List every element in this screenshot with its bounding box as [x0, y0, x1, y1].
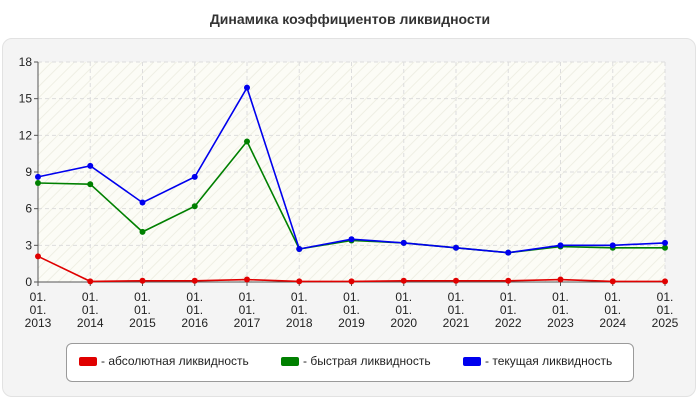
x-tick-label: 01. 01. 2013: [25, 290, 52, 330]
x-tick-label: 01. 01. 2024: [599, 290, 626, 330]
data-point: [609, 242, 616, 249]
x-tick-label: 01. 01. 2025: [652, 290, 679, 330]
data-point: [609, 278, 616, 285]
x-tick-label: 01. 01. 2016: [181, 290, 208, 330]
legend-label-quick: - быстрая ликвидность: [303, 354, 431, 368]
legend-label-absolute: - абсолютная ликвидность: [101, 354, 249, 368]
data-point: [87, 162, 94, 169]
y-tick-label: 9: [25, 165, 32, 179]
data-point: [400, 277, 407, 284]
data-point: [244, 276, 250, 283]
data-point: [191, 203, 198, 210]
data-point: [453, 277, 459, 284]
y-tick-label: 18: [19, 55, 33, 69]
x-tick-label: 01. 01. 2017: [234, 290, 261, 330]
data-point: [191, 173, 198, 180]
data-point: [139, 228, 146, 235]
legend-item-quick: - быстрая ликвидность: [281, 354, 431, 368]
data-point: [662, 244, 668, 251]
legend-label-current: - текущая ликвидность: [485, 354, 613, 368]
y-tick-label: 3: [25, 238, 32, 252]
x-tick-label: 01. 01. 2020: [390, 290, 417, 330]
data-point: [453, 244, 459, 251]
chart-legend: - абсолютная ликвидность - быстрая ликви…: [66, 343, 634, 382]
x-tick-label: 01. 01. 2018: [286, 290, 313, 330]
y-tick-label: 15: [19, 92, 33, 106]
data-point: [35, 253, 41, 260]
data-point: [505, 249, 512, 256]
x-tick-label: 01. 01. 2015: [129, 290, 156, 330]
data-point: [557, 276, 564, 283]
x-tick-label: 01. 01. 2022: [495, 290, 522, 330]
data-point: [87, 278, 94, 285]
data-point: [139, 199, 146, 206]
data-point: [35, 173, 41, 180]
data-point: [557, 242, 564, 249]
data-point: [662, 278, 668, 285]
legend-item-absolute: - абсолютная ликвидность: [79, 354, 249, 368]
x-tick-label: 01. 01. 2021: [443, 290, 470, 330]
data-point: [139, 277, 146, 284]
data-point: [244, 84, 250, 91]
legend-swatch-absolute: [79, 357, 97, 367]
y-tick-label: 0: [25, 275, 32, 289]
legend-swatch-current: [463, 357, 481, 367]
data-point: [296, 246, 303, 252]
series-lines: [35, 84, 668, 285]
data-point: [87, 181, 94, 188]
data-point: [348, 278, 355, 285]
x-tick-label: 01. 01. 2023: [547, 290, 574, 330]
data-point: [348, 236, 355, 243]
chart-title: Динамика коэффициентов ликвидности: [209, 11, 491, 27]
data-point: [244, 138, 250, 145]
data-point: [35, 180, 41, 186]
x-tick-label: 01. 01. 2019: [338, 290, 365, 330]
data-point: [191, 277, 198, 284]
y-tick-label: 12: [19, 128, 33, 142]
data-point: [400, 239, 407, 246]
x-tick-label: 01. 01. 2014: [77, 290, 104, 330]
data-point: [296, 278, 303, 285]
y-tick-label: 6: [25, 202, 32, 216]
legend-swatch-quick: [281, 357, 299, 367]
legend-item-current: - текущая ликвидность: [463, 354, 612, 368]
data-point: [662, 239, 668, 246]
data-point: [505, 277, 512, 284]
